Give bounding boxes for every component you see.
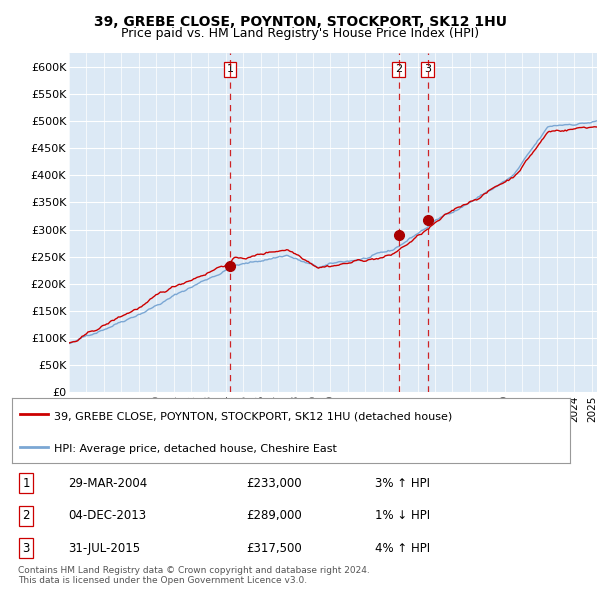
Text: £233,000: £233,000 xyxy=(247,477,302,490)
Text: 4% ↑ HPI: 4% ↑ HPI xyxy=(374,542,430,555)
Text: 39, GREBE CLOSE, POYNTON, STOCKPORT, SK12 1HU: 39, GREBE CLOSE, POYNTON, STOCKPORT, SK1… xyxy=(94,15,506,29)
Text: Price paid vs. HM Land Registry's House Price Index (HPI): Price paid vs. HM Land Registry's House … xyxy=(121,27,479,40)
Text: 1: 1 xyxy=(227,64,233,74)
Text: 2: 2 xyxy=(395,64,402,74)
Text: 29-MAR-2004: 29-MAR-2004 xyxy=(68,477,147,490)
Text: 3% ↑ HPI: 3% ↑ HPI xyxy=(374,477,430,490)
Text: 3: 3 xyxy=(424,64,431,74)
Text: £289,000: £289,000 xyxy=(247,509,302,522)
Text: 31-JUL-2015: 31-JUL-2015 xyxy=(68,542,140,555)
Text: 3: 3 xyxy=(22,542,29,555)
Text: 1: 1 xyxy=(22,477,30,490)
Text: £317,500: £317,500 xyxy=(247,542,302,555)
Text: 04-DEC-2013: 04-DEC-2013 xyxy=(68,509,146,522)
Text: 2: 2 xyxy=(22,509,30,522)
Text: 39, GREBE CLOSE, POYNTON, STOCKPORT, SK12 1HU (detached house): 39, GREBE CLOSE, POYNTON, STOCKPORT, SK1… xyxy=(54,411,452,421)
Text: 1% ↓ HPI: 1% ↓ HPI xyxy=(374,509,430,522)
Text: Contains HM Land Registry data © Crown copyright and database right 2024.
This d: Contains HM Land Registry data © Crown c… xyxy=(18,566,370,585)
Text: HPI: Average price, detached house, Cheshire East: HPI: Average price, detached house, Ches… xyxy=(54,444,337,454)
